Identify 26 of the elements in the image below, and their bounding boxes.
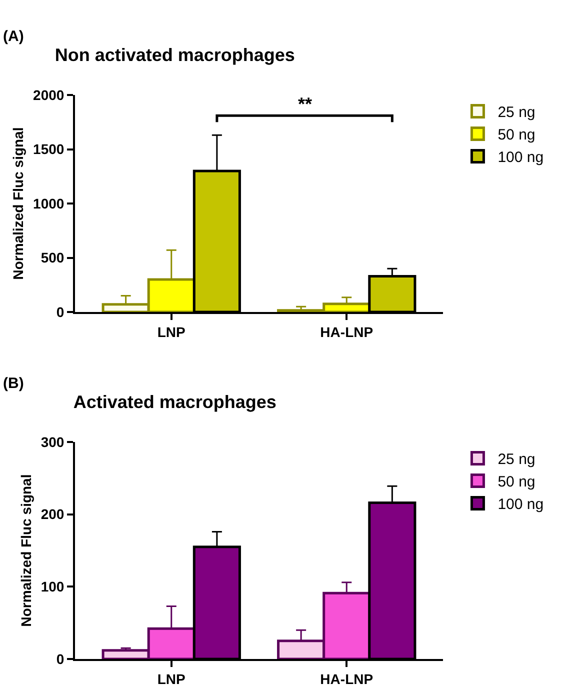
x-tick-label: HA-LNP — [320, 324, 374, 340]
legend-label: 100 ng — [498, 149, 544, 166]
y-tick-label: 2000 — [33, 86, 64, 103]
y-tick-label: 0 — [56, 304, 64, 320]
chart-title: Activated macrophages — [73, 392, 276, 412]
legend-label: 100 ng — [498, 496, 544, 514]
legend-label: 25 ng — [498, 104, 536, 122]
legend-label: 50 ng — [498, 474, 536, 491]
text: (B) — [3, 375, 24, 392]
y-tick-label: 1000 — [33, 195, 64, 212]
y-tick-label: 1500 — [33, 141, 64, 158]
y-axis-title: Normalized Fluc signal — [18, 474, 34, 627]
chart-title: Non activated macrophages — [54, 45, 295, 66]
y-tick-label: 100 — [40, 578, 64, 595]
legend-label: 50 ng — [498, 126, 536, 144]
y-tick-label: 200 — [40, 506, 64, 522]
annotation: ** — [298, 94, 312, 114]
x-tick-label: LNP — [157, 670, 186, 687]
y-axis-title: Normalized Fluc signal — [10, 127, 26, 280]
x-tick-label: LNP — [157, 324, 186, 340]
legend-label: 25 ng — [498, 451, 536, 468]
y-tick-label: 0 — [56, 650, 64, 667]
y-tick-label: 300 — [40, 434, 64, 450]
text: (A) — [3, 28, 24, 45]
y-tick-label: 500 — [40, 250, 64, 266]
x-tick-label: HA-LNP — [320, 670, 374, 687]
